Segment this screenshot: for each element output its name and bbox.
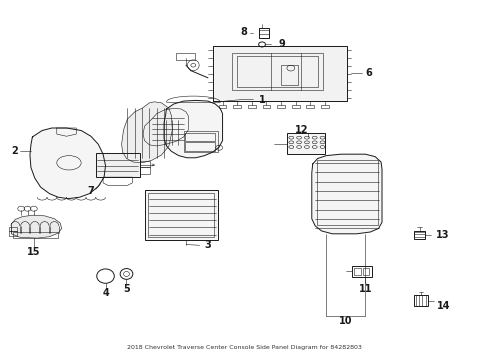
Bar	[184, 133, 215, 140]
Text: 15: 15	[27, 247, 41, 257]
Bar	[413, 296, 427, 306]
Bar	[353, 268, 360, 275]
Bar	[259, 28, 268, 39]
Text: 14: 14	[436, 301, 449, 311]
Text: 1: 1	[259, 95, 265, 105]
Text: 10: 10	[339, 316, 352, 325]
Bar	[262, 105, 270, 108]
Bar	[306, 105, 314, 108]
Polygon shape	[30, 128, 105, 199]
Text: 9: 9	[278, 40, 285, 49]
Text: 8: 8	[240, 27, 246, 37]
Bar	[362, 268, 368, 275]
Bar	[281, 65, 298, 85]
Text: 6: 6	[365, 68, 371, 78]
Text: 3: 3	[204, 240, 211, 250]
Bar	[148, 193, 214, 237]
Bar	[291, 105, 299, 108]
Polygon shape	[163, 100, 222, 158]
Text: 7: 7	[87, 186, 94, 197]
Text: 4: 4	[102, 288, 109, 298]
Bar	[9, 231, 17, 235]
Bar	[218, 105, 226, 108]
Bar	[9, 226, 17, 231]
Polygon shape	[11, 215, 61, 238]
Bar	[140, 161, 150, 167]
Text: 13: 13	[435, 230, 448, 240]
Bar	[13, 231, 58, 238]
Bar	[96, 153, 140, 177]
Bar	[232, 53, 322, 90]
Polygon shape	[143, 108, 188, 146]
Bar	[144, 190, 217, 240]
Bar	[247, 105, 255, 108]
Bar	[183, 131, 217, 152]
Bar	[237, 56, 317, 87]
Bar	[287, 134, 325, 154]
Bar	[184, 142, 215, 150]
Text: 2018 Chevrolet Traverse Center Console Side Panel Diagram for 84282803: 2018 Chevrolet Traverse Center Console S…	[127, 345, 361, 350]
Bar	[277, 105, 285, 108]
Bar	[176, 53, 194, 60]
Polygon shape	[311, 154, 381, 234]
Text: 11: 11	[358, 284, 371, 294]
Bar	[321, 105, 328, 108]
Bar	[316, 160, 377, 225]
Bar	[233, 105, 241, 108]
Bar	[140, 167, 150, 174]
Bar	[413, 231, 424, 239]
Polygon shape	[122, 102, 172, 163]
Text: 2: 2	[11, 146, 18, 156]
Bar	[351, 266, 371, 277]
Polygon shape	[212, 45, 346, 101]
Text: 5: 5	[123, 284, 130, 294]
Text: 12: 12	[295, 125, 308, 135]
